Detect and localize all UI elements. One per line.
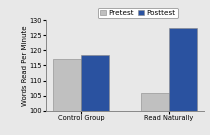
Bar: [81, 55, 109, 135]
Bar: [141, 93, 169, 135]
Bar: [169, 28, 197, 135]
Bar: [53, 59, 81, 135]
Y-axis label: Words Read Per Minute: Words Read Per Minute: [22, 25, 28, 106]
Legend: Pretest, Posttest: Pretest, Posttest: [97, 8, 178, 18]
